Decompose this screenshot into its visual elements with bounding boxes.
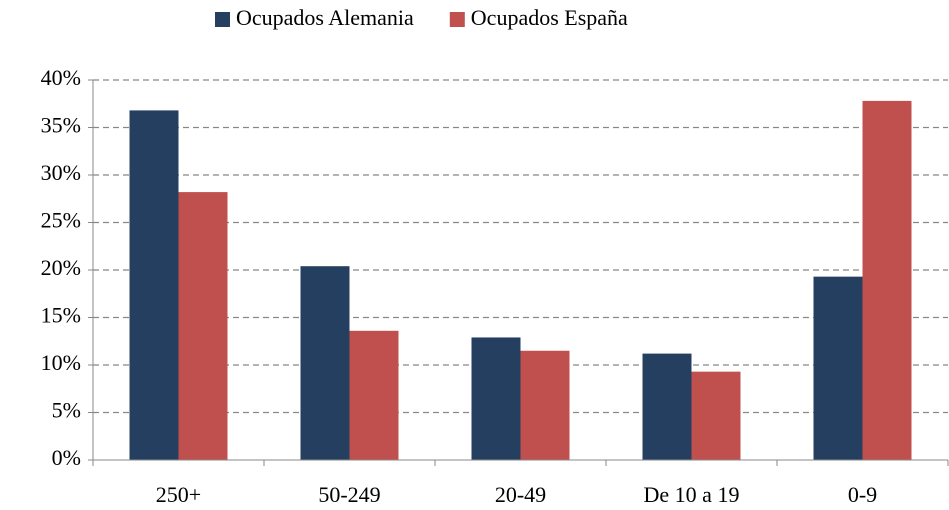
legend-swatch: [449, 12, 465, 27]
y-tick-label: 25%: [41, 208, 81, 233]
bar: [520, 350, 570, 460]
legend-label: Ocupados Alemania: [236, 5, 414, 30]
legend-label: Ocupados España: [471, 5, 628, 30]
legend-swatch: [215, 12, 230, 27]
x-tick-label: 0-9: [848, 482, 877, 507]
y-tick-label: 15%: [41, 303, 81, 328]
y-tick-label: 10%: [41, 350, 81, 375]
y-tick-label: 30%: [41, 160, 81, 185]
x-tick-label: De 10 a 19: [644, 482, 740, 507]
y-tick-label: 35%: [41, 113, 81, 138]
bar: [178, 192, 228, 460]
bar: [300, 266, 350, 460]
bar: [471, 337, 521, 460]
x-tick-label: 20-49: [495, 482, 546, 507]
y-tick-label: 5%: [52, 398, 81, 423]
bar: [813, 276, 863, 460]
y-tick-label: 40%: [41, 65, 81, 90]
bar: [129, 110, 179, 461]
bar: [349, 330, 399, 460]
bar: [642, 353, 692, 460]
bar: [691, 371, 741, 460]
x-tick-label: 250+: [156, 482, 201, 507]
bar: [862, 100, 912, 461]
y-tick-label: 20%: [41, 255, 81, 280]
x-tick-label: 50-249: [318, 482, 380, 507]
y-tick-label: 0%: [52, 445, 81, 470]
